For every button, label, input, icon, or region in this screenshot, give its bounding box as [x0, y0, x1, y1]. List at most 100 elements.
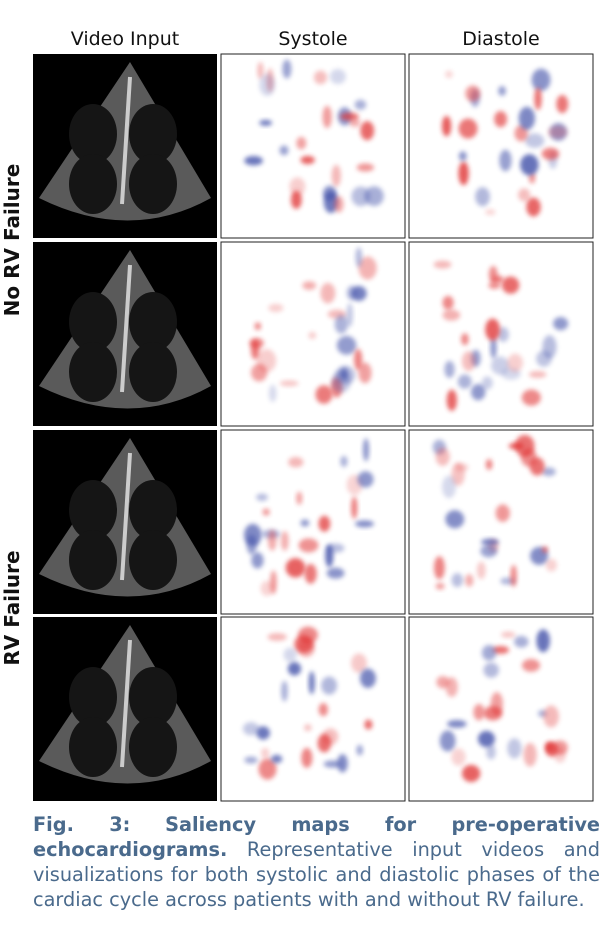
saliency-blob [358, 256, 377, 280]
chamber [69, 480, 117, 540]
saliency-blob [250, 339, 260, 360]
chamber [129, 342, 177, 402]
saliency-blob [340, 455, 348, 468]
image-grid [33, 53, 594, 802]
saliency-blob [514, 434, 535, 457]
saliency-blob [340, 112, 359, 121]
saliency-blob [507, 353, 523, 372]
chamber [69, 717, 117, 777]
saliency-blob [442, 309, 461, 321]
saliency-blob [458, 161, 469, 186]
saliency-blob [457, 374, 472, 389]
saliency-blob [510, 564, 517, 587]
saliency-blob [445, 510, 465, 529]
saliency-blob [439, 730, 456, 752]
saliency-blob [481, 645, 497, 661]
saliency-blob [260, 747, 270, 759]
saliency-blob [435, 447, 450, 466]
saliency-blob [541, 467, 556, 477]
saliency-blob [256, 493, 268, 502]
saliency-map [220, 241, 406, 427]
saliency-blob [318, 703, 329, 717]
saliency-blob [521, 658, 541, 672]
saliency-blob [279, 380, 299, 387]
saliency-blob [481, 538, 499, 546]
echo-frame [33, 617, 217, 801]
saliency-blob [302, 281, 317, 290]
saliency-blob [362, 438, 370, 462]
saliency-blob [528, 371, 547, 378]
saliency-blob [282, 59, 292, 79]
saliency-blob [455, 463, 469, 472]
saliency-blob [257, 61, 264, 80]
saliency-blob [313, 70, 328, 85]
septum [120, 76, 132, 205]
saliency-blob [488, 266, 498, 283]
chamber [129, 154, 177, 214]
chamber [129, 717, 177, 777]
saliency-blob [301, 747, 313, 768]
saliency-blob [534, 87, 542, 111]
saliency-blob [359, 668, 376, 688]
saliency-blob [308, 671, 315, 695]
saliency-blob [271, 754, 283, 764]
saliency-blob [251, 552, 264, 569]
saliency-blob [445, 70, 453, 79]
saliency-blob [475, 187, 490, 207]
saliency-blob [536, 629, 550, 653]
chamber [69, 667, 117, 727]
chamber [129, 667, 177, 727]
saliency-map [408, 429, 594, 615]
saliency-blob [556, 94, 569, 114]
saliency-blob [433, 556, 445, 580]
saliency-blob [501, 631, 516, 638]
saliency-blob [541, 147, 560, 160]
column-header: Systole [278, 28, 348, 50]
chamber [129, 104, 177, 164]
saliency-blob [304, 563, 317, 584]
saliency-blob [289, 177, 306, 196]
saliency-blob [258, 758, 277, 780]
saliency-blob [465, 574, 474, 587]
saliency-blob [481, 376, 493, 390]
saliency-blob [514, 635, 529, 648]
saliency-blob [267, 529, 277, 551]
saliency-blob [318, 515, 331, 532]
saliency-blob [321, 676, 338, 695]
frame-bg [220, 429, 406, 615]
saliency-blob [447, 720, 467, 728]
saliency-blob [458, 118, 478, 139]
saliency-blob [498, 86, 506, 96]
saliency-blob [525, 133, 545, 148]
frame-bg [220, 53, 406, 239]
saliency-blob [287, 661, 302, 676]
saliency-blob [356, 163, 375, 172]
saliency-blob [526, 197, 541, 217]
caption-title: Saliency maps for pre-operative echocard… [33, 813, 600, 861]
chamber [69, 154, 117, 214]
saliency-blob [320, 282, 336, 304]
echo-frame [33, 242, 217, 426]
saliency-blob [296, 491, 303, 505]
saliency-map [408, 241, 594, 427]
saliency-blob [300, 155, 315, 165]
saliency-blob [251, 363, 268, 382]
saliency-blob [337, 754, 348, 773]
echo-frame [33, 54, 217, 238]
caption-text: Representative input videos and visualiz… [33, 838, 600, 911]
saliency-blob [364, 186, 384, 207]
saliency-blob [308, 331, 317, 340]
saliency-blob [346, 302, 353, 327]
septum [120, 639, 132, 768]
saliency-map [220, 616, 406, 802]
saliency-blob [244, 156, 263, 166]
saliency-blob [244, 756, 258, 764]
saliency-map [220, 53, 406, 239]
saliency-blob [486, 744, 496, 760]
saliency-blob [360, 121, 375, 141]
saliency-blob [494, 111, 508, 128]
saliency-blob [442, 475, 456, 499]
saliency-blob [435, 582, 445, 590]
saliency-blob [521, 389, 541, 406]
saliency-blob [490, 336, 497, 359]
